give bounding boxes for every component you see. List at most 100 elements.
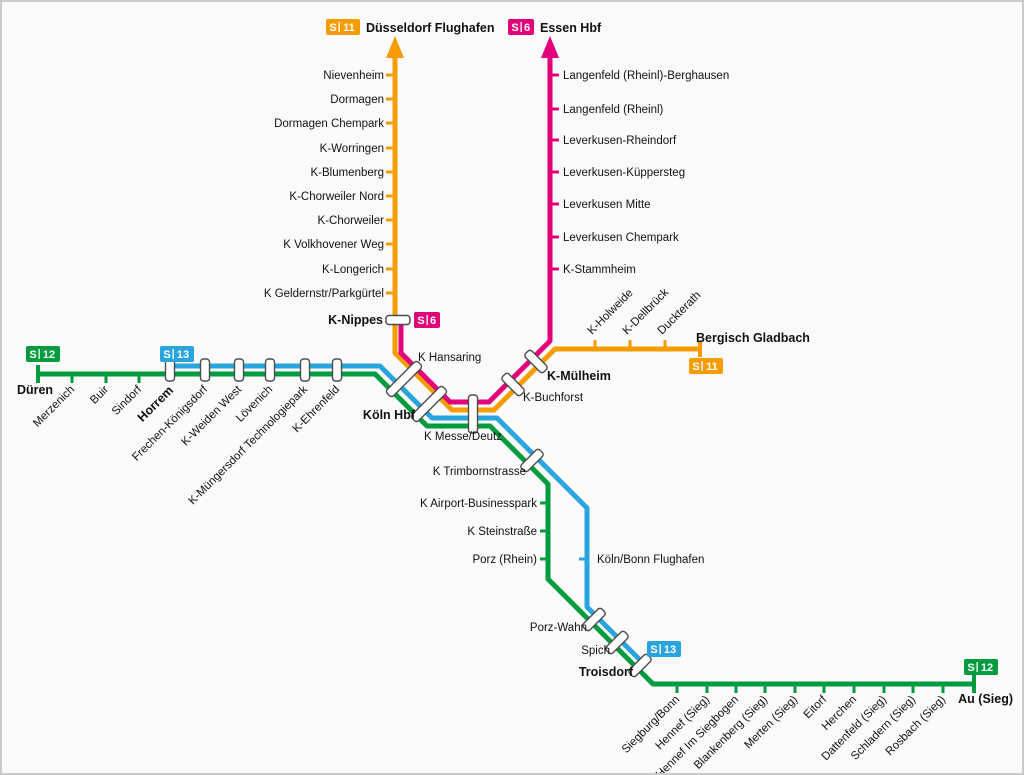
badge-s13-troisdorf: S 13: [647, 641, 681, 657]
station-label-porz-wahn: Porz-Wahn: [530, 622, 587, 634]
badge-symbol: S: [511, 22, 518, 34]
station-tick: [579, 557, 587, 561]
station-label: K Geldernstr/Parkgürtel: [264, 288, 384, 300]
station-tick: [593, 340, 597, 348]
arrow-s11-north: [386, 36, 404, 58]
station-marker-nippes: [385, 314, 411, 326]
station-label: Merten (Sieg): [742, 694, 800, 752]
badge-divider: [701, 361, 703, 371]
station-tick: [386, 73, 395, 77]
station-label: Dormagen Chempark: [274, 118, 384, 130]
station-label: Langenfeld (Rheinl): [563, 104, 664, 116]
badge-symbol: S: [692, 361, 699, 373]
station-label-koeln-hbf: Köln Hbf: [363, 408, 416, 422]
terminus-label: Essen Hbf: [540, 21, 602, 35]
station-tick: [386, 242, 395, 246]
station-marker-trimbornstrasse: [520, 448, 544, 473]
station-marker: [233, 358, 245, 382]
station-label: K-Blumenberg: [310, 167, 384, 179]
badge-s12-southeast: S 12: [964, 659, 998, 675]
badge-divider: [976, 662, 978, 672]
terminus-label: Au (Sieg): [958, 692, 1013, 706]
station-label: K Steinstraße: [467, 526, 537, 538]
station-marker: [299, 358, 311, 382]
badge-box: [689, 358, 723, 374]
station-label: Leverkusen Chempark: [563, 232, 679, 244]
station-label: K-Chorweiler: [318, 215, 385, 227]
badge-symbol: S: [650, 644, 657, 656]
station-label: K-Chorweiler Nord: [289, 191, 384, 203]
badge-symbol: S: [329, 22, 336, 34]
station-tick: [550, 73, 559, 77]
station-tick: [540, 501, 548, 505]
station-tick: [540, 529, 548, 533]
badge-s11-north: S 11: [326, 19, 360, 35]
badge-box: [964, 659, 998, 675]
station-tick: [137, 374, 141, 383]
badge-s6-north: S 6: [508, 19, 534, 35]
station-label: K-Stammheim: [563, 264, 636, 276]
station-label: Langenfeld (Rheinl)-Berghausen: [563, 70, 729, 82]
station-tick: [882, 684, 886, 693]
station-tick: [550, 202, 559, 206]
station-tick: [386, 121, 395, 125]
station-tick: [386, 146, 395, 150]
station-marker-spich: [605, 630, 629, 655]
badge-number: 13: [664, 644, 676, 656]
line-s13: [170, 363, 646, 666]
station-tick: [675, 684, 679, 693]
badge-s12-west: S 12: [26, 346, 60, 362]
station-marker-hansaring: [385, 360, 423, 398]
station-marker-porz-wahn: [582, 607, 606, 632]
badge-divider: [659, 644, 661, 654]
station-tick: [550, 267, 559, 271]
terminal-tick: [698, 341, 702, 357]
badge-number: 13: [177, 349, 189, 361]
station-label-nippes: K-Nippes: [328, 313, 383, 327]
station-label-flughafen: Köln/Bonn Flughafen: [597, 554, 704, 566]
badge-divider: [38, 349, 40, 359]
badge-number: 11: [706, 361, 718, 373]
badge-number: 11: [343, 22, 355, 34]
arrow-s6-north: [541, 36, 559, 58]
station-label: Nievenheim: [323, 70, 384, 82]
station-label: K-Worringen: [320, 143, 384, 155]
station-tick: [663, 340, 667, 348]
badge-divider: [338, 22, 340, 32]
station-label: Dormagen: [330, 94, 384, 106]
badge-divider: [172, 349, 174, 359]
station-marker-muelheim: [524, 349, 548, 374]
station-tick: [628, 340, 632, 348]
station-tick: [550, 138, 559, 142]
station-tick: [386, 194, 395, 198]
terminus-label: Düsseldorf Flughafen: [366, 21, 494, 35]
station-label: Buir: [88, 384, 111, 407]
badge-box: [326, 19, 360, 35]
ticks-s13: [579, 557, 587, 561]
badge-s13-horrem: S 13: [160, 346, 194, 362]
station-marker-messe-deutz: [467, 394, 479, 434]
badge-symbol: S: [967, 662, 974, 674]
badge-divider: [520, 22, 522, 32]
station-tick: [386, 170, 395, 174]
line-s6: [398, 56, 553, 405]
terminus-label: Düren: [17, 383, 53, 397]
station-tick: [822, 684, 826, 693]
station-tick: [941, 684, 945, 693]
station-marker: [199, 358, 211, 382]
station-label: K Airport-Businesspark: [420, 498, 537, 510]
station-label: Eitorf: [802, 693, 830, 721]
station-tick: [763, 684, 767, 693]
station-label: Porz (Rhein): [472, 554, 537, 566]
station-tick: [734, 684, 738, 693]
station-label-troisdorf: Troisdorf: [579, 665, 634, 679]
station-tick: [386, 97, 395, 101]
badge-number: 6: [524, 22, 530, 34]
station-label-buchforst: K-Buchforst: [523, 392, 584, 404]
badge-divider: [426, 315, 428, 325]
station-tick: [386, 218, 395, 222]
station-label: K-Longerich: [322, 264, 384, 276]
badge-box: [647, 641, 681, 657]
